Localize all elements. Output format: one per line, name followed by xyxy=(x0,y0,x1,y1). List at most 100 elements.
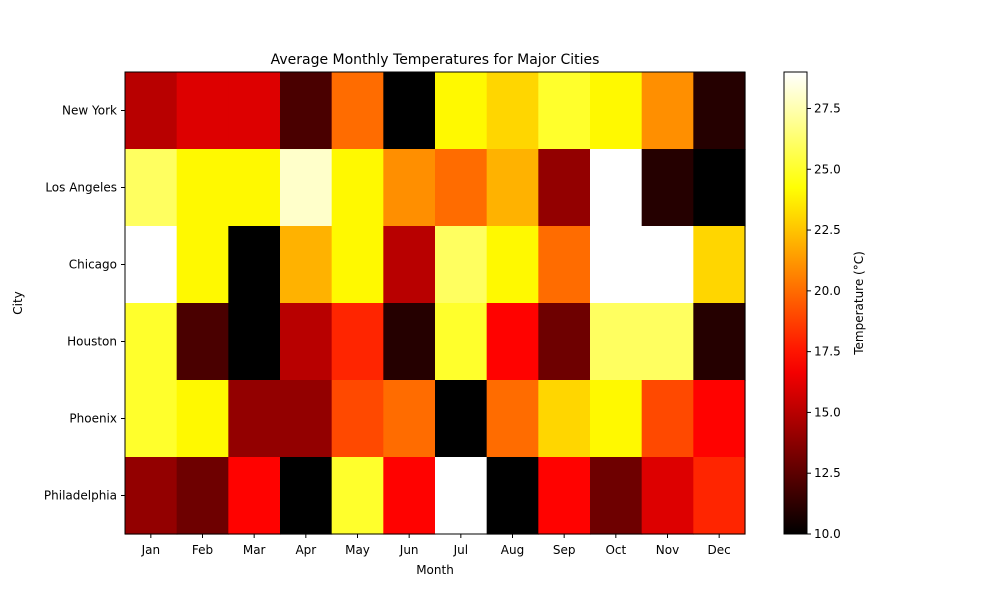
heatmap-cell xyxy=(435,380,488,458)
heatmap-cell xyxy=(383,380,436,458)
x-tick-label: Sep xyxy=(553,543,576,557)
x-tick-label: Mar xyxy=(243,543,266,557)
heatmap-cell xyxy=(331,226,384,304)
heatmap-cell xyxy=(693,303,746,381)
colorbar-tick-label: 22.5 xyxy=(814,223,841,237)
x-tick-label: Nov xyxy=(656,543,679,557)
heatmap-cell xyxy=(486,72,539,150)
heatmap-cell xyxy=(176,457,229,535)
heatmap-cell xyxy=(435,72,488,150)
heatmap-cell xyxy=(331,303,384,381)
heatmap-cell xyxy=(228,457,281,535)
heatmap-cell xyxy=(228,149,281,227)
heatmap-cell xyxy=(693,457,746,535)
heatmap-cell xyxy=(486,303,539,381)
colorbar-tick-label: 25.0 xyxy=(814,162,841,176)
x-tick-label: Aug xyxy=(501,543,524,557)
heatmap-cell xyxy=(538,457,591,535)
heatmap-cell xyxy=(486,226,539,304)
y-tick-label: Philadelphia xyxy=(44,489,117,503)
colorbar-tick-label: 27.5 xyxy=(814,101,841,115)
heatmap-cell xyxy=(280,457,333,535)
heatmap-cell xyxy=(641,380,694,458)
heatmap-cell xyxy=(641,303,694,381)
heatmap-cell xyxy=(125,457,178,535)
y-tick-label: Houston xyxy=(67,335,117,349)
y-axis-ticks: New York Los Angeles Chicago Houston Phoenix… xyxy=(44,104,125,503)
heatmap-cell xyxy=(125,303,178,381)
heatmap-cell xyxy=(228,72,281,150)
heatmap-cell xyxy=(486,457,539,535)
heatmap-cell xyxy=(176,72,229,150)
heatmap-cell xyxy=(383,72,436,150)
heatmap-cell xyxy=(693,226,746,304)
heatmap-cell xyxy=(383,149,436,227)
heatmap-cell xyxy=(590,457,643,535)
heatmap-cell xyxy=(280,149,333,227)
y-tick-label: New York xyxy=(62,104,117,118)
colorbar-tick-label: 20.0 xyxy=(814,284,841,298)
x-tick-label: Dec xyxy=(708,543,731,557)
heatmap-cell xyxy=(176,380,229,458)
heatmap-cell xyxy=(435,226,488,304)
heatmap-cell xyxy=(693,149,746,227)
heatmap-cell xyxy=(176,149,229,227)
heatmap-cell xyxy=(538,303,591,381)
heatmap-cell xyxy=(641,72,694,150)
heatmap-cell xyxy=(383,226,436,304)
heatmap-cell xyxy=(641,226,694,304)
colorbar-tick-label: 10.0 xyxy=(814,527,841,541)
x-tick-label: Feb xyxy=(192,543,213,557)
heatmap-cell xyxy=(331,380,384,458)
heatmap-cell xyxy=(331,457,384,535)
x-tick-label: Jul xyxy=(453,543,468,557)
heatmap-cell xyxy=(590,149,643,227)
colorbar-tick-label: 15.0 xyxy=(814,405,841,419)
heatmap-cell xyxy=(280,303,333,381)
heatmap-cell xyxy=(125,149,178,227)
colorbar-ticks: 10.0 12.5 15.0 17.5 20.0 22.5 25.0 27.5 xyxy=(807,101,841,541)
heatmap-cell xyxy=(435,149,488,227)
heatmap-cells xyxy=(125,72,746,535)
x-tick-label: May xyxy=(345,543,370,557)
plot-frame xyxy=(124,71,746,535)
y-tick-label: Chicago xyxy=(69,258,117,272)
heatmap-cell xyxy=(125,72,178,150)
heatmap-cell xyxy=(590,72,643,150)
y-tick-label: Phoenix xyxy=(69,412,117,426)
colorbar-tick-label: 17.5 xyxy=(814,345,841,359)
heatmap-cell xyxy=(176,303,229,381)
chart-title: Average Monthly Temperatures for Major C… xyxy=(271,52,600,68)
heatmap-cell xyxy=(125,226,178,304)
heatmap-cell xyxy=(538,380,591,458)
heatmap-cell xyxy=(383,303,436,381)
heatmap-cell xyxy=(435,457,488,535)
heatmap-cell xyxy=(280,380,333,458)
heatmap-cell xyxy=(590,303,643,381)
x-tick-label: Oct xyxy=(605,543,626,557)
heatmap-cell xyxy=(228,226,281,304)
x-axis-ticks: Jan Feb Mar Apr May Jun Jul Aug Sep Oct Nov Dec xyxy=(141,534,731,557)
x-axis-label: Month xyxy=(416,563,454,577)
heatmap-cell xyxy=(280,72,333,150)
heatmap-cell xyxy=(486,380,539,458)
colorbar xyxy=(783,71,808,535)
heatmap-cell xyxy=(228,380,281,458)
heatmap-cell xyxy=(228,303,281,381)
heatmap-cell xyxy=(125,380,178,458)
heatmap-cell xyxy=(331,72,384,150)
heatmap-cell xyxy=(486,149,539,227)
heatmap-cell xyxy=(641,457,694,535)
heatmap-cell xyxy=(538,72,591,150)
colorbar-tick-label: 12.5 xyxy=(814,466,841,480)
heatmap-cell xyxy=(435,303,488,381)
heatmap-cell xyxy=(280,226,333,304)
heatmap-cell xyxy=(641,149,694,227)
heatmap-cell xyxy=(538,226,591,304)
heatmap-cell xyxy=(590,226,643,304)
heatmap-cell xyxy=(538,149,591,227)
x-tick-label: Apr xyxy=(295,543,316,557)
heatmap-cell xyxy=(693,380,746,458)
heatmap-cell xyxy=(331,149,384,227)
